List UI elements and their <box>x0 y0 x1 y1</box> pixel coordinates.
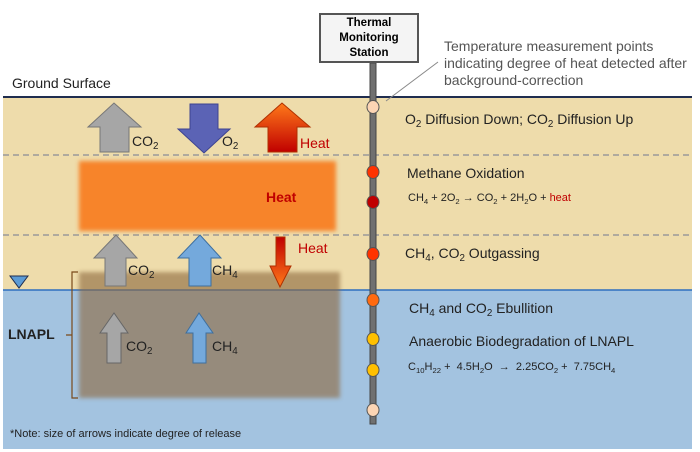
heat-label: Heat <box>298 240 328 256</box>
lnapl-zone <box>79 272 340 398</box>
measurement-point <box>366 247 380 261</box>
co2-label: CO2 <box>128 262 155 281</box>
measurement-point <box>366 293 380 307</box>
lnapl-label: LNAPL <box>8 326 55 342</box>
measurement-point <box>366 100 380 114</box>
measurement-point <box>366 403 380 417</box>
heat-down-arrow <box>269 236 292 289</box>
callout-text: Temperature measurement points indicatin… <box>444 38 687 89</box>
callout-line: background-correction <box>444 72 584 88</box>
oxidation-label: Methane Oxidation <box>407 165 525 181</box>
measurement-point <box>366 363 380 377</box>
callout-line: indicating degree of heat detected after <box>444 55 687 71</box>
ch4-up-arrow <box>176 234 223 287</box>
measurement-point <box>366 195 380 209</box>
outgassing-label: CH4, CO2 Outgassing <box>405 245 540 264</box>
o2-label: O2 <box>222 133 239 152</box>
water-table-icon <box>9 275 29 289</box>
co2-up-arrow <box>92 234 139 287</box>
heat-zone <box>79 161 336 231</box>
ground-surface-label: Ground Surface <box>12 75 111 91</box>
co2-up-arrow <box>86 102 143 153</box>
measurement-point <box>366 165 380 179</box>
heat-label: Heat <box>300 135 330 151</box>
measurement-point <box>366 332 380 346</box>
anaerobic-label: Anaerobic Biodegradation of LNAPL <box>409 333 634 349</box>
lnapl-brace <box>66 271 78 399</box>
heat-zone-label: Heat <box>266 189 297 205</box>
heat-up-arrow <box>253 102 312 153</box>
ch4-label: CH4 <box>212 338 238 357</box>
ch4-up-arrow <box>185 312 214 364</box>
co2-up-arrow <box>99 312 129 364</box>
co2-label: CO2 <box>126 338 153 357</box>
station-label: Thermal Monitoring Station <box>339 16 399 59</box>
ebullition-label: CH4 and CO2 Ebullition <box>409 300 553 319</box>
callout-leader <box>385 61 439 102</box>
monitoring-pole <box>369 62 377 425</box>
ch4-label: CH4 <box>212 262 238 281</box>
diffusion-label: O2 Diffusion Down; CO2 Diffusion Up <box>405 111 634 130</box>
oxidation-equation: CH4 + 2O2 → CO2 + 2H2O + heat <box>408 192 571 206</box>
thermal-monitoring-station: Thermal Monitoring Station <box>319 13 419 63</box>
o2-down-arrow <box>176 103 232 154</box>
footnote: *Note: size of arrows indicate degree of… <box>10 428 242 440</box>
co2-label: CO2 <box>132 133 159 152</box>
anaerobic-equation: C10H22 + 4.5H2O → 2.25CO2 + 7.75CH4 <box>408 361 616 375</box>
callout-line: Temperature measurement points <box>444 38 654 54</box>
